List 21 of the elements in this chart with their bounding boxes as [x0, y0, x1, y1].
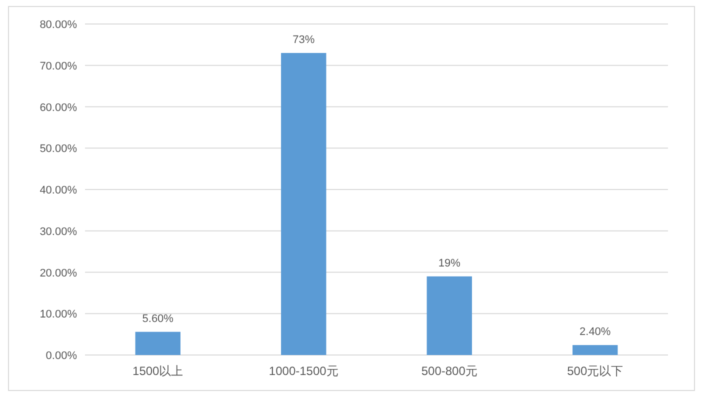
bar [281, 52, 326, 355]
data-label: 19% [438, 257, 461, 270]
bar [426, 276, 472, 355]
x-tick-label: 1000-1500元 [268, 364, 338, 378]
y-tick-label: 10.00% [40, 308, 78, 321]
y-tick-label: 40.00% [40, 184, 78, 196]
bar [572, 345, 618, 355]
y-tick-label: 60.00% [40, 102, 78, 114]
x-tick-label: 1500以上 [132, 364, 184, 378]
bar [135, 332, 180, 355]
data-label: 73% [292, 34, 315, 46]
data-label: 2.40% [580, 326, 611, 338]
x-tick-label: 500-800元 [421, 364, 478, 378]
y-tick-label: 30.00% [40, 226, 78, 238]
y-tick-label: 80.00% [40, 19, 78, 31]
y-tick-label: 0.00% [46, 350, 78, 362]
data-label: 5.60% [142, 312, 174, 325]
y-tick-label: 50.00% [40, 143, 78, 156]
y-tick-label: 20.00% [40, 267, 78, 280]
x-tick-label: 500元以下 [567, 364, 624, 378]
y-tick-label: 70.00% [40, 60, 78, 72]
